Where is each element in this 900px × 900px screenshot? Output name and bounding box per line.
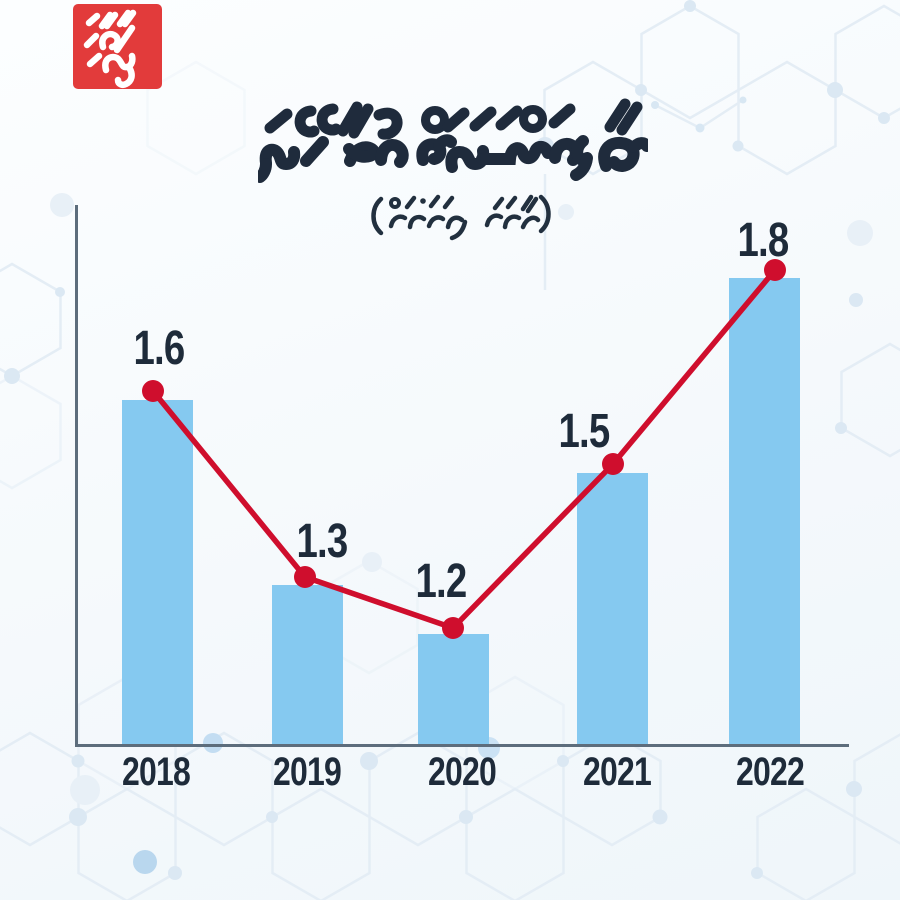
x-tick-2019: 2019 [273, 750, 342, 794]
bar-2018 [122, 400, 193, 744]
bar-2022 [729, 278, 800, 744]
y-axis-line [75, 205, 78, 747]
logo-script-strokes [83, 9, 137, 89]
value-label-2021: 1.5 [558, 405, 611, 458]
x-tick-2022: 2022 [736, 750, 805, 794]
brand-logo [73, 4, 162, 89]
value-label-2019: 1.3 [296, 515, 349, 568]
value-label-2022: 1.8 [737, 214, 790, 267]
x-tick-2021: 2021 [583, 750, 652, 794]
bar-2020 [418, 634, 489, 744]
bar-2021 [577, 473, 648, 744]
bar-2019 [272, 585, 343, 744]
x-tick-2018: 2018 [122, 750, 191, 794]
chart-title [258, 98, 648, 183]
value-label-2020: 1.2 [415, 555, 468, 608]
chart-subtitle [371, 194, 551, 241]
value-label-2018: 1.6 [133, 322, 186, 375]
x-tick-2020: 2020 [428, 750, 497, 794]
x-axis-line [75, 744, 849, 747]
